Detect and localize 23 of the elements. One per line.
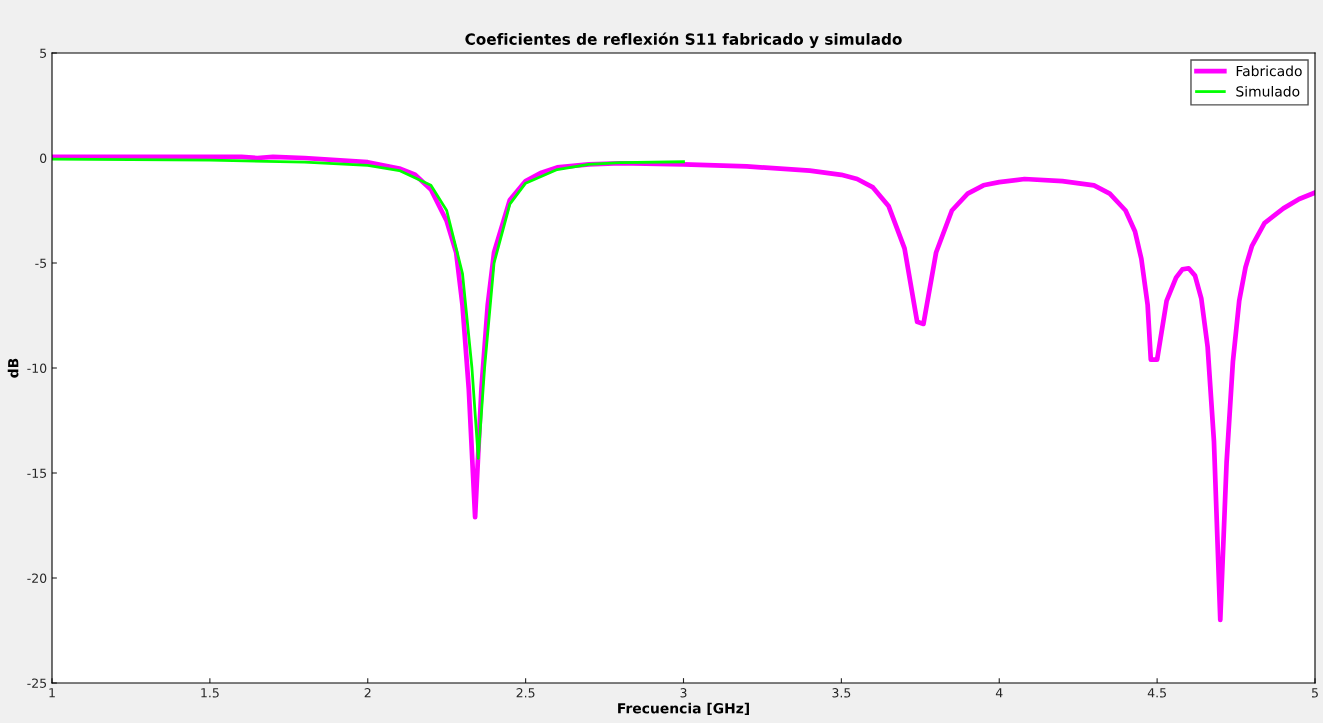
- x-tick-label: 2: [364, 688, 371, 698]
- line-series: [52, 154, 1315, 623]
- x-tick-label: 3: [680, 688, 687, 698]
- x-tick-label: 2.5: [516, 688, 535, 698]
- x-tick-label: 4.5: [1147, 688, 1166, 698]
- y-axis-title: dB: [7, 358, 19, 378]
- x-tick-label: 5: [1311, 688, 1318, 698]
- x-tick-label: 3.5: [832, 688, 851, 698]
- chart-title: Coeficientes de reflexión S11 fabricado y simulado: [465, 32, 902, 48]
- x-tick-label: 4: [995, 688, 1003, 698]
- x-tick-label: 1: [49, 688, 55, 698]
- x-axis-title: Frecuencia [GHz]: [618, 702, 749, 716]
- y-tick-label: 5: [40, 48, 47, 58]
- legend-label: Fabricado: [1236, 65, 1302, 77]
- y-tick-label: 0: [40, 153, 47, 163]
- y-tick-label: -15: [27, 468, 47, 478]
- legend-label: Simulado: [1236, 85, 1300, 97]
- y-tick-label: -5: [35, 258, 47, 268]
- x-tick-label: 1.5: [201, 688, 219, 698]
- y-tick-label: -25: [27, 678, 47, 688]
- line-series: [52, 157, 685, 460]
- y-tick-label: -10: [27, 363, 47, 373]
- y-tick-label: -20: [27, 573, 47, 583]
